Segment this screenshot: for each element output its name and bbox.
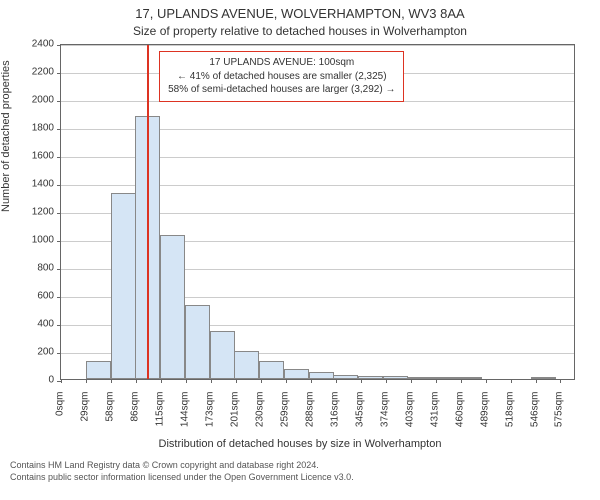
histogram-bar (333, 375, 358, 379)
ytick-label: 1400 (14, 179, 54, 190)
xtick-mark (186, 379, 187, 383)
ytick-label: 1200 (14, 207, 54, 218)
histogram-bar (383, 376, 408, 379)
ytick-mark (57, 45, 61, 46)
histogram-bar (234, 351, 259, 379)
xtick-mark (311, 379, 312, 383)
chart-title-line1: 17, UPLANDS AVENUE, WOLVERHAMPTON, WV3 8… (0, 6, 600, 21)
xtick-label: 288sqm (304, 392, 315, 442)
ytick-label: 1000 (14, 235, 54, 246)
histogram-bar (160, 235, 185, 379)
xtick-mark (236, 379, 237, 383)
xtick-label: 58sqm (104, 392, 115, 442)
histogram-bar (284, 369, 309, 379)
xtick-mark (386, 379, 387, 383)
xtick-label: 431sqm (429, 392, 440, 442)
ytick-label: 2000 (14, 95, 54, 106)
annotation-line1: 17 UPLANDS AVENUE: 100sqm (168, 56, 395, 70)
xtick-mark (536, 379, 537, 383)
xtick-label: 230sqm (254, 392, 265, 442)
histogram-bar (408, 377, 433, 379)
xtick-mark (486, 379, 487, 383)
histogram-bar (86, 361, 111, 379)
marker-line (147, 45, 149, 379)
gridline (61, 45, 574, 46)
annotation-line2: ← 41% of detached houses are smaller (2,… (168, 70, 395, 84)
ytick-label: 800 (14, 263, 54, 274)
histogram-bar (111, 193, 136, 379)
ytick-mark (57, 213, 61, 214)
ytick-mark (57, 157, 61, 158)
xtick-mark (336, 379, 337, 383)
xtick-label: 29sqm (79, 392, 90, 442)
xtick-label: 518sqm (504, 392, 515, 442)
xtick-label: 0sqm (55, 392, 66, 442)
xtick-label: 259sqm (279, 392, 290, 442)
ytick-mark (57, 353, 61, 354)
xtick-mark (286, 379, 287, 383)
annotation-line3: 58% of semi-detached houses are larger (… (168, 83, 395, 97)
xtick-mark (361, 379, 362, 383)
annotation-box: 17 UPLANDS AVENUE: 100sqm← 41% of detach… (159, 51, 404, 102)
xtick-label: 173sqm (204, 392, 215, 442)
xtick-mark (111, 379, 112, 383)
xtick-label: 144sqm (179, 392, 190, 442)
plot-area: 17 UPLANDS AVENUE: 100sqm← 41% of detach… (60, 44, 575, 380)
ytick-mark (57, 73, 61, 74)
xtick-label: 86sqm (129, 392, 140, 442)
ytick-mark (57, 241, 61, 242)
xtick-mark (261, 379, 262, 383)
xtick-label: 546sqm (529, 392, 540, 442)
histogram-bar (309, 372, 334, 379)
xtick-label: 460sqm (454, 392, 465, 442)
ytick-mark (57, 325, 61, 326)
ytick-label: 1600 (14, 151, 54, 162)
ytick-mark (57, 269, 61, 270)
ytick-mark (57, 185, 61, 186)
xtick-mark (61, 379, 62, 383)
ytick-label: 600 (14, 291, 54, 302)
ytick-mark (57, 101, 61, 102)
xtick-mark (86, 379, 87, 383)
footer-line1: Contains HM Land Registry data © Crown c… (10, 460, 590, 472)
xtick-label: 115sqm (154, 392, 165, 442)
ytick-label: 400 (14, 319, 54, 330)
xtick-mark (161, 379, 162, 383)
ytick-label: 1800 (14, 123, 54, 134)
xtick-mark (411, 379, 412, 383)
y-axis-label: Number of detached properties (0, 60, 12, 212)
histogram-bar (185, 305, 210, 379)
histogram-bar (259, 361, 284, 379)
xtick-mark (436, 379, 437, 383)
ytick-label: 200 (14, 347, 54, 358)
xtick-mark (511, 379, 512, 383)
ytick-label: 2400 (14, 39, 54, 50)
xtick-label: 345sqm (354, 392, 365, 442)
histogram-bar (210, 331, 235, 379)
histogram-bar (358, 376, 383, 380)
xtick-label: 316sqm (329, 392, 340, 442)
ytick-mark (57, 129, 61, 130)
footer-attribution: Contains HM Land Registry data © Crown c… (0, 460, 600, 483)
ytick-label: 0 (14, 375, 54, 386)
xtick-mark (560, 379, 561, 383)
xtick-label: 374sqm (379, 392, 390, 442)
footer-line2: Contains public sector information licen… (10, 472, 590, 484)
chart-title-line2: Size of property relative to detached ho… (0, 24, 600, 38)
xtick-label: 403sqm (404, 392, 415, 442)
xtick-label: 575sqm (554, 392, 565, 442)
xtick-label: 489sqm (479, 392, 490, 442)
xtick-mark (211, 379, 212, 383)
ytick-label: 2200 (14, 67, 54, 78)
xtick-label: 201sqm (229, 392, 240, 442)
xtick-mark (461, 379, 462, 383)
xtick-mark (136, 379, 137, 383)
ytick-mark (57, 297, 61, 298)
